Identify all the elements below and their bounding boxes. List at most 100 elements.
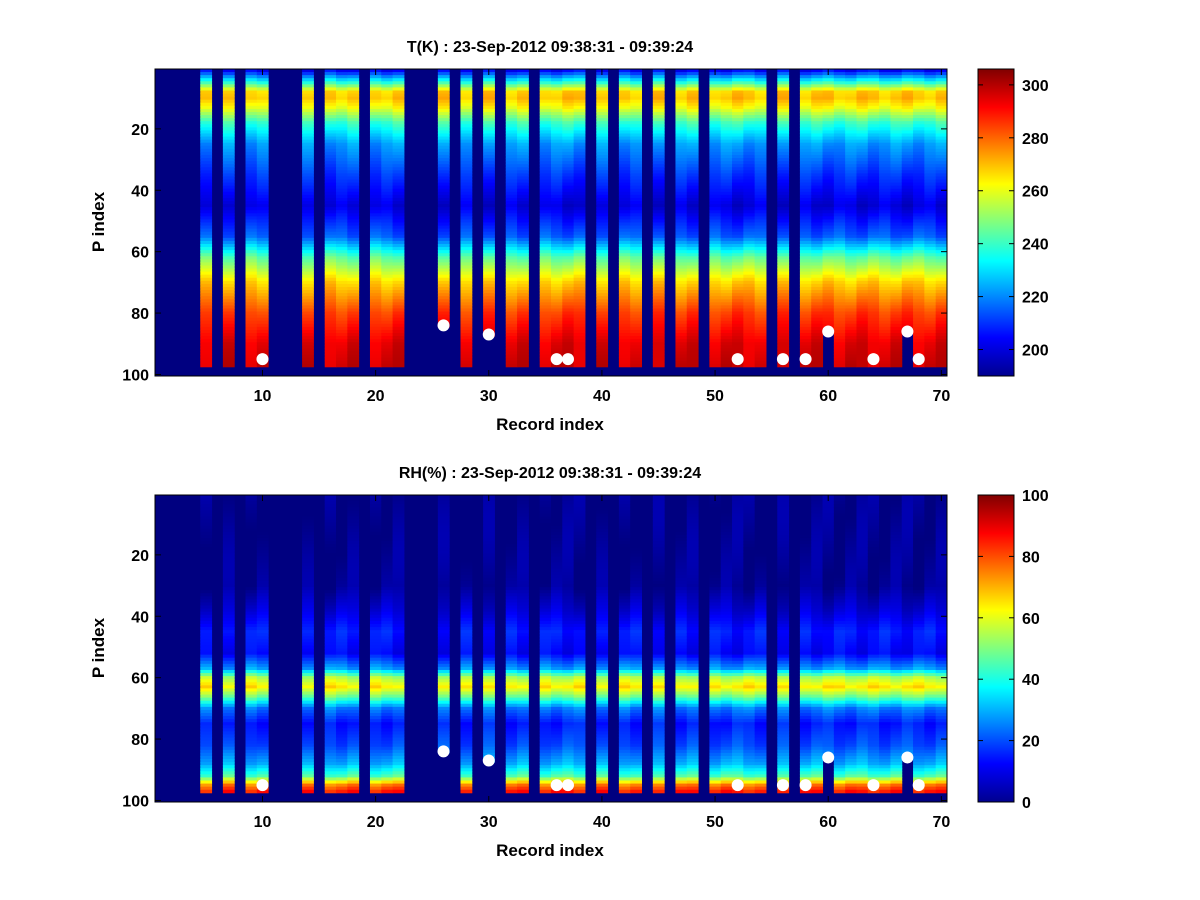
heatmap-cell (369, 296, 382, 300)
heatmap-cell (200, 84, 213, 88)
heatmap-cell (833, 231, 846, 236)
heatmap-cell (867, 182, 880, 187)
heatmap-cell (856, 173, 869, 177)
heatmap-cell (245, 562, 258, 567)
heatmap-cell (517, 84, 529, 88)
heatmap-cell (551, 191, 563, 196)
heatmap-cell (460, 280, 473, 285)
heatmap-cell (845, 133, 857, 138)
heatmap-cell (200, 256, 213, 260)
heatmap-cell (437, 142, 450, 147)
heatmap-cell (924, 259, 937, 263)
heatmap-cell (381, 342, 394, 346)
heatmap-cell (811, 161, 824, 165)
heatmap-cell (924, 170, 937, 174)
heatmap-cell (652, 336, 665, 340)
heatmap-cell (256, 90, 269, 95)
heatmap-column (833, 69, 846, 368)
heatmap-cell (369, 207, 382, 211)
heatmap-cell (245, 759, 258, 763)
heatmap-cell (200, 525, 213, 530)
heatmap-cell (720, 115, 733, 119)
heatmap-cell (743, 222, 756, 227)
heatmap-cell (833, 219, 846, 223)
heatmap-cell (845, 118, 857, 122)
heatmap-cell (867, 247, 880, 251)
heatmap-cell (777, 314, 790, 319)
heatmap-cell (686, 78, 699, 82)
heatmap-cell (222, 93, 235, 98)
heatmap-cell (811, 360, 824, 365)
heatmap-cell (822, 247, 835, 251)
heatmap-cell (460, 360, 473, 365)
heatmap-column (935, 69, 948, 368)
heatmap-cell (460, 302, 473, 306)
heatmap-cell (505, 293, 518, 297)
heatmap-cell (630, 201, 643, 205)
heatmap-cell (437, 222, 450, 227)
heatmap-cell (437, 197, 450, 202)
heatmap-cell (324, 262, 337, 266)
heatmap-cell (720, 326, 733, 331)
heatmap-cell (845, 231, 857, 236)
heatmap-cell (618, 333, 631, 337)
heatmap-cell (381, 305, 394, 309)
heatmap-cell (483, 179, 495, 184)
heatmap-cell (200, 130, 213, 134)
heatmap-cell (822, 250, 835, 254)
heatmap-cell (618, 130, 631, 134)
heatmap-cell (245, 553, 258, 557)
heatmap-cell (245, 755, 258, 760)
heatmap-cell (867, 268, 880, 273)
heatmap-cell (539, 102, 552, 107)
heatmap-cell (437, 72, 450, 76)
heatmap-cell (381, 253, 394, 257)
heatmap-cell (743, 194, 756, 199)
heatmap-cell (200, 81, 213, 85)
heatmap-cell (630, 237, 643, 242)
heatmap-cell (256, 639, 269, 643)
heatmap-cell (743, 293, 756, 297)
heatmap-cell (302, 173, 314, 177)
heatmap-cell (630, 154, 643, 159)
heatmap-cell (517, 357, 529, 362)
heatmap-cell (483, 81, 495, 85)
heatmap-cell (709, 108, 722, 113)
heatmap-cell (369, 87, 382, 91)
heatmap-cell (901, 108, 914, 113)
heatmap-cell (336, 231, 348, 236)
heatmap-cell (256, 130, 269, 134)
heatmap-cell (799, 151, 812, 156)
heatmap-cell (302, 176, 314, 181)
heatmap-cell (935, 302, 948, 306)
heatmap-cell (336, 84, 348, 88)
heatmap-cell (302, 179, 314, 184)
heatmap-cell (245, 771, 258, 775)
heatmap-cell (336, 136, 348, 141)
x-tick-label: 40 (593, 388, 611, 405)
heatmap-cell (686, 216, 699, 220)
heatmap-cell (596, 354, 609, 359)
heatmap-cell (539, 348, 552, 352)
heatmap-cell (573, 283, 586, 288)
heatmap-cell (822, 182, 835, 187)
heatmap-cell (460, 305, 473, 309)
heatmap-cell (890, 222, 903, 227)
heatmap-cell (845, 363, 857, 368)
heatmap-cell (732, 231, 744, 236)
heatmap-cell (302, 771, 314, 775)
heatmap-cell (754, 124, 767, 128)
heatmap-cell (324, 534, 337, 539)
heatmap-cell (347, 342, 360, 346)
heatmap-cell (777, 142, 790, 147)
heatmap-cell (867, 256, 880, 260)
heatmap-cell (596, 333, 609, 337)
heatmap-cell (890, 228, 903, 233)
heatmap-cell (867, 323, 880, 328)
heatmap-cell (754, 302, 767, 306)
heatmap-cell (551, 201, 563, 205)
heatmap-cell (222, 559, 235, 564)
heatmap-cell (573, 342, 586, 346)
heatmap-cell (867, 348, 880, 352)
heatmap-cell (505, 90, 518, 95)
